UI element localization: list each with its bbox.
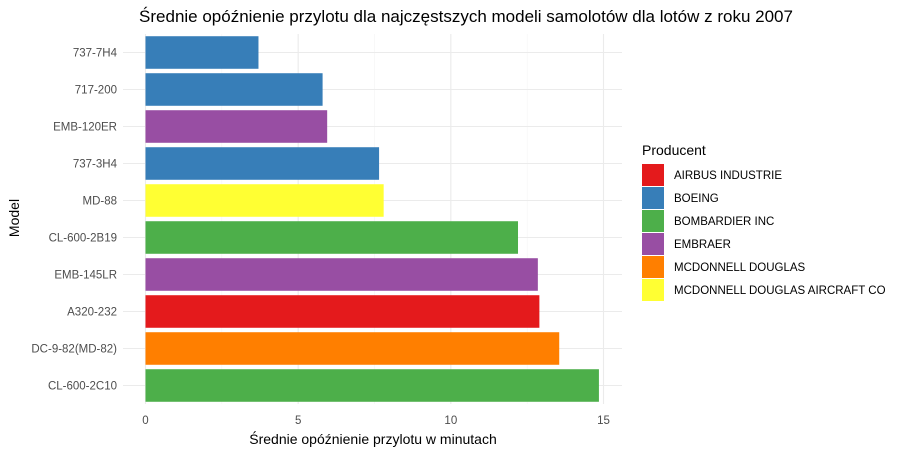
bar-a320-232 bbox=[145, 295, 540, 328]
legend-entry-label: BOEING bbox=[674, 193, 719, 205]
chart-title: Średnie opóźnienie przylotu dla najczęst… bbox=[139, 7, 793, 26]
y-tick-label: DC-9-82(MD-82) bbox=[31, 344, 117, 356]
legend-title: Producent bbox=[642, 142, 706, 158]
bar-717-200 bbox=[145, 73, 323, 106]
legend-entry-label: AIRBUS INDUSTRIE bbox=[674, 170, 782, 182]
x-tick-label: 15 bbox=[597, 415, 610, 427]
legend-swatch bbox=[642, 256, 664, 278]
legend-swatch bbox=[642, 233, 664, 255]
bars bbox=[145, 36, 599, 402]
y-tick-label: EMB-145LR bbox=[54, 270, 117, 282]
y-tick-label: EMB-120ER bbox=[53, 122, 117, 134]
legend-entry-label: MCDONNELL DOUGLAS AIRCRAFT CO bbox=[674, 285, 886, 297]
legend-entry-label: BOMBARDIER INC bbox=[674, 216, 774, 228]
x-tick-labels: 0 5 10 15 bbox=[142, 415, 610, 427]
x-tick-label: 10 bbox=[444, 415, 457, 427]
x-tick-label: 0 bbox=[142, 415, 148, 427]
legend-entry-label: EMBRAER bbox=[674, 239, 731, 251]
bar-emb-145lr bbox=[145, 258, 538, 291]
bar-md-88 bbox=[145, 184, 384, 217]
legend-swatch bbox=[642, 164, 664, 186]
bar-cl-600-2b19 bbox=[145, 221, 519, 254]
y-tick-label: 737-3H4 bbox=[73, 159, 118, 171]
legend-swatch bbox=[642, 279, 664, 301]
legend: Producent AIRBUS INDUSTRIE BOEING BOMBARDI… bbox=[642, 142, 886, 301]
legend-swatch bbox=[642, 210, 664, 232]
y-tick-label: 717-200 bbox=[75, 85, 117, 97]
y-tick-label: 737-7H4 bbox=[73, 48, 118, 60]
bar-dc-9-82-md-82- bbox=[145, 332, 560, 365]
y-tick-label: A320-232 bbox=[67, 307, 117, 319]
legend-swatch bbox=[642, 187, 664, 209]
legend-entry-label: MCDONNELL DOUGLAS bbox=[674, 262, 806, 274]
bar-737-3h4 bbox=[145, 147, 380, 180]
y-tick-label: CL-600-2C10 bbox=[48, 381, 117, 393]
y-axis-label: Model bbox=[6, 199, 22, 237]
x-axis-label: Średnie opóźnienie przylotu w minutach bbox=[249, 430, 496, 447]
bar-emb-120er bbox=[145, 110, 328, 143]
x-tick-label: 5 bbox=[295, 415, 301, 427]
y-tick-labels: 737-7H4 717-200 EMB-120ER 737-3H4 MD-88 CL-60… bbox=[31, 48, 117, 393]
bar-cl-600-2c10 bbox=[145, 369, 599, 402]
y-tick-label: CL-600-2B19 bbox=[49, 233, 117, 245]
bar-737-7h4 bbox=[145, 36, 259, 69]
y-tick-label: MD-88 bbox=[82, 196, 117, 208]
